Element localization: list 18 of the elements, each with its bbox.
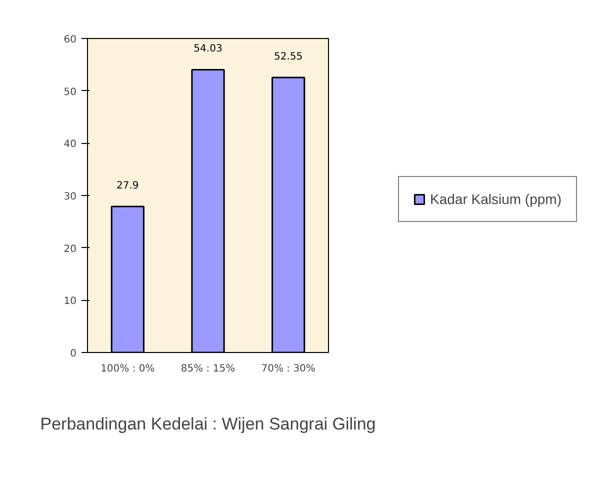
data-label: 52.55	[274, 51, 303, 62]
text: Perbandingan Kedelai : Wijen Sangrai Giling	[40, 414, 376, 434]
x-tick-label: 70% : 30%	[261, 364, 316, 374]
bar	[272, 76, 306, 352]
y-tick-label: 0	[70, 348, 77, 360]
y-tick-label: 40	[64, 139, 77, 150]
data-label: 54.03	[194, 44, 222, 55]
x-tick-label: 100% : 0%	[100, 364, 155, 374]
bar	[110, 206, 144, 352]
bar	[191, 68, 225, 352]
y-tick-label: 60	[64, 34, 77, 46]
y-tick-label: 30	[64, 192, 77, 202]
x-tick-label: 85% : 15%	[180, 364, 236, 374]
data-label: 27.9	[116, 180, 139, 192]
y-tick-label: 20	[64, 244, 77, 255]
y-tick-label: 10	[64, 296, 77, 308]
legend-label: Kadar Kalsium (ppm)	[430, 191, 562, 207]
y-tick-label: 50	[64, 86, 77, 98]
